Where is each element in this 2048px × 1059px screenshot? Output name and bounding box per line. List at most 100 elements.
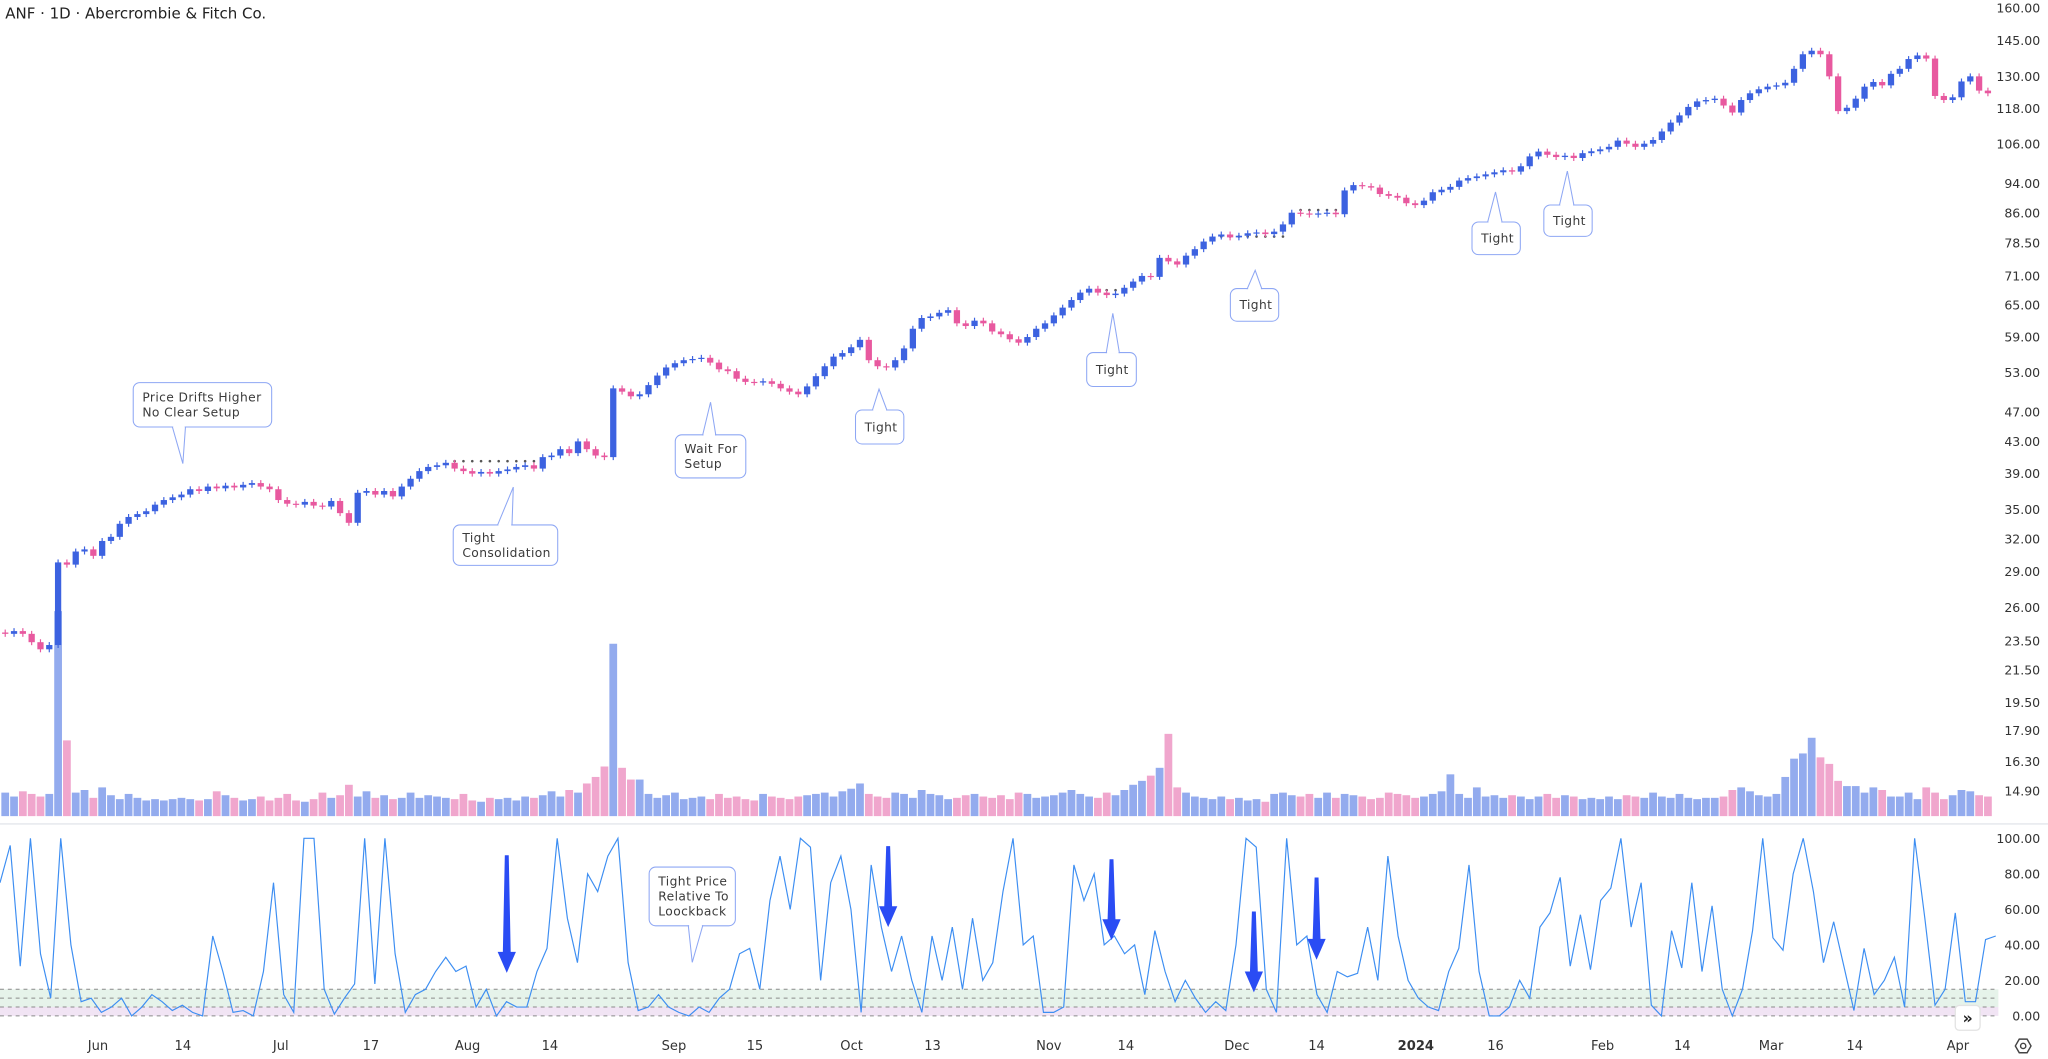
- candle: [1182, 252, 1190, 268]
- candle: [830, 353, 837, 370]
- candle-body: [883, 366, 890, 368]
- candle-body: [1130, 281, 1137, 288]
- volume-bar: [1552, 797, 1561, 817]
- callout-text: Price Drifts Higher: [142, 391, 262, 405]
- candle: [1359, 182, 1366, 190]
- candle: [1975, 73, 1983, 94]
- volume-bar: [723, 797, 732, 817]
- candle: [1403, 194, 1410, 207]
- candle-body: [539, 457, 546, 469]
- candle-body: [469, 471, 476, 474]
- volume-bar: [212, 791, 221, 817]
- price-axis[interactable]: 160.00 145.00 130.00 118.00 106.00 94.00 86.00…: [1996, 0, 2040, 798]
- candle-body: [1041, 323, 1049, 329]
- candle-body: [240, 484, 247, 488]
- candle-body: [389, 491, 397, 497]
- candle-body: [1597, 149, 1604, 152]
- volume-bar: [1358, 796, 1367, 817]
- candle: [944, 307, 952, 316]
- oscillator-axis[interactable]: 100.00 80.00 60.00 40.00 20.00 0.00: [1996, 831, 2040, 1024]
- candle-body: [416, 471, 423, 479]
- date-tick-label: 15: [747, 1039, 764, 1054]
- candle: [698, 354, 705, 362]
- candle-body: [944, 310, 952, 313]
- candle: [187, 486, 194, 498]
- candle: [1033, 325, 1040, 341]
- volume-bar: [1270, 793, 1279, 817]
- volume-bar: [1226, 799, 1234, 817]
- candle-body: [1315, 213, 1322, 215]
- volume-bar: [988, 797, 997, 817]
- level-dot: [1308, 208, 1311, 212]
- down-arrow-icon: [497, 855, 516, 973]
- candle-body: [821, 366, 828, 377]
- date-tick-label: 14: [1674, 1039, 1691, 1054]
- callout-text: Tight: [1095, 363, 1129, 377]
- level-dot: [488, 459, 492, 463]
- candle: [848, 344, 855, 357]
- gear-icon[interactable]: [2014, 1038, 2032, 1054]
- candle-body: [1764, 86, 1771, 90]
- candle-body: [1649, 139, 1657, 144]
- scroll-right-button-bg[interactable]: [1954, 1004, 1981, 1031]
- candle-body: [715, 362, 723, 370]
- candle: [530, 462, 538, 472]
- volume-bar: [574, 792, 582, 817]
- candle: [1473, 173, 1480, 182]
- candle: [407, 475, 414, 490]
- candle: [989, 320, 996, 335]
- candle: [645, 382, 652, 398]
- candle: [1121, 284, 1128, 297]
- date-tick-label: 14: [1118, 1039, 1135, 1054]
- volume-bar: [970, 793, 979, 817]
- candle: [398, 483, 405, 500]
- candle: [1905, 56, 1912, 72]
- candle: [1226, 231, 1234, 241]
- candle-body: [2, 632, 9, 634]
- candle: [1438, 186, 1445, 196]
- candle: [389, 488, 397, 500]
- candle-body: [1905, 59, 1912, 69]
- volume-bar: [1023, 793, 1032, 817]
- candle-body: [1570, 155, 1577, 159]
- volume-bar: [115, 799, 124, 817]
- oscillator-tick-label: 60.00: [2004, 902, 2040, 917]
- volume-bar: [732, 796, 741, 817]
- candle: [610, 385, 617, 461]
- candle: [1447, 183, 1454, 193]
- candle-body: [900, 348, 908, 361]
- candle-body: [1658, 131, 1666, 140]
- candle-body: [953, 310, 961, 324]
- candle-body: [1799, 54, 1807, 69]
- candle: [953, 307, 961, 327]
- scroll-right-button[interactable]: »: [1954, 1004, 1981, 1031]
- candle: [1200, 238, 1207, 253]
- candle-body: [1085, 288, 1093, 293]
- candle: [1834, 73, 1842, 115]
- volume-bar: [248, 799, 256, 817]
- date-tick-label: Jul: [272, 1039, 289, 1054]
- level-dot: [523, 459, 527, 463]
- candle-body: [1341, 190, 1348, 215]
- candle: [54, 559, 62, 649]
- price-tick-label: 43.00: [2004, 434, 2040, 449]
- candle: [1711, 95, 1718, 104]
- candle-body: [1112, 293, 1119, 296]
- candle-body: [125, 516, 132, 524]
- oscillator-bands: [0, 988, 1999, 1017]
- volume-bar: [221, 795, 230, 817]
- candle: [742, 375, 749, 385]
- candle: [1315, 210, 1322, 218]
- candle-body: [918, 318, 925, 329]
- callout: Tight: [1543, 170, 1593, 237]
- volume-bar: [415, 797, 424, 817]
- double-chevron-right-icon[interactable]: »: [1963, 1009, 1973, 1028]
- volume-bar: [1887, 796, 1895, 817]
- time-axis[interactable]: Jun 14 Jul 17 Aug 14 Sep 15 Oct 13 Nov 14 Dec 14 2024 1…: [87, 1039, 1970, 1054]
- volume-bar: [1499, 797, 1508, 817]
- candle: [99, 538, 106, 559]
- candle: [1623, 137, 1630, 147]
- volume-bar: [327, 797, 336, 817]
- candle-body: [1940, 95, 1947, 101]
